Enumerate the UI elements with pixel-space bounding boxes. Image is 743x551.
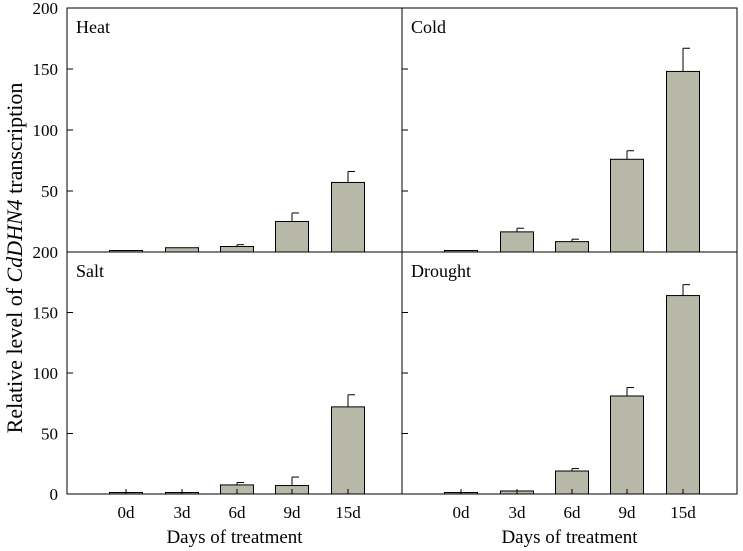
bar-3d: [165, 247, 199, 253]
panel-cold: Cold: [401, 7, 738, 253]
bar-9d: [610, 158, 644, 253]
x-tick-label: 3d: [509, 503, 527, 522]
y-tick-label: 150: [33, 60, 59, 79]
y-tick-label: 100: [33, 364, 59, 383]
x-tick-label: 15d: [670, 503, 696, 522]
x-tick-label: 9d: [284, 503, 302, 522]
x-tick-label: 9d: [619, 503, 637, 522]
x-tick-label: 6d: [229, 503, 247, 522]
bar-15d: [331, 406, 365, 495]
y-axis-title-gene: CdDHN4: [2, 199, 27, 282]
bar-6d: [555, 241, 589, 253]
y-axis-title-prefix: Relative level of: [2, 282, 27, 433]
bar-15d: [666, 295, 700, 495]
bar-6d: [220, 246, 254, 253]
x-tick-label: 0d: [118, 503, 136, 522]
panel-title: Salt: [76, 261, 104, 281]
x-tick-label: 3d: [174, 503, 192, 522]
y-tick-label: 200: [33, 243, 59, 262]
x-tick-label: 0d: [453, 503, 471, 522]
y-axis-title-suffix: transcription: [2, 83, 27, 200]
panel-title: Drought: [411, 261, 471, 281]
y-tick-label: 50: [41, 182, 58, 201]
panel-drought: Drought 0d 3d 6d 9d 15d Days of treatment: [401, 251, 738, 548]
y-tick-label: 100: [33, 121, 59, 140]
x-tick-label: 6d: [564, 503, 582, 522]
bar-9d: [275, 221, 309, 253]
panel-salt: Salt 0 50 100 150 200 0d 3d 6d 9d 15d Days of treat…: [33, 243, 403, 548]
y-tick-label: 50: [41, 425, 58, 444]
bar-15d: [666, 70, 700, 253]
bar-15d: [331, 181, 365, 253]
panel-heat: Heat 50 100 150 200: [33, 0, 403, 253]
x-tick-label: 15d: [335, 503, 361, 522]
x-axis-title: Days of treatment: [166, 527, 303, 548]
y-tick-label: 200: [33, 0, 59, 18]
panel-title: Cold: [411, 17, 446, 37]
bar-9d: [610, 395, 644, 495]
y-tick-label: 0: [50, 485, 59, 504]
panel-title: Heat: [76, 17, 110, 37]
y-tick-label: 150: [33, 304, 59, 323]
bar-3d: [500, 231, 534, 253]
y-axis-title: Relative level of CdDHN4 transcription: [2, 83, 27, 434]
x-axis-title: Days of treatment: [501, 527, 638, 548]
